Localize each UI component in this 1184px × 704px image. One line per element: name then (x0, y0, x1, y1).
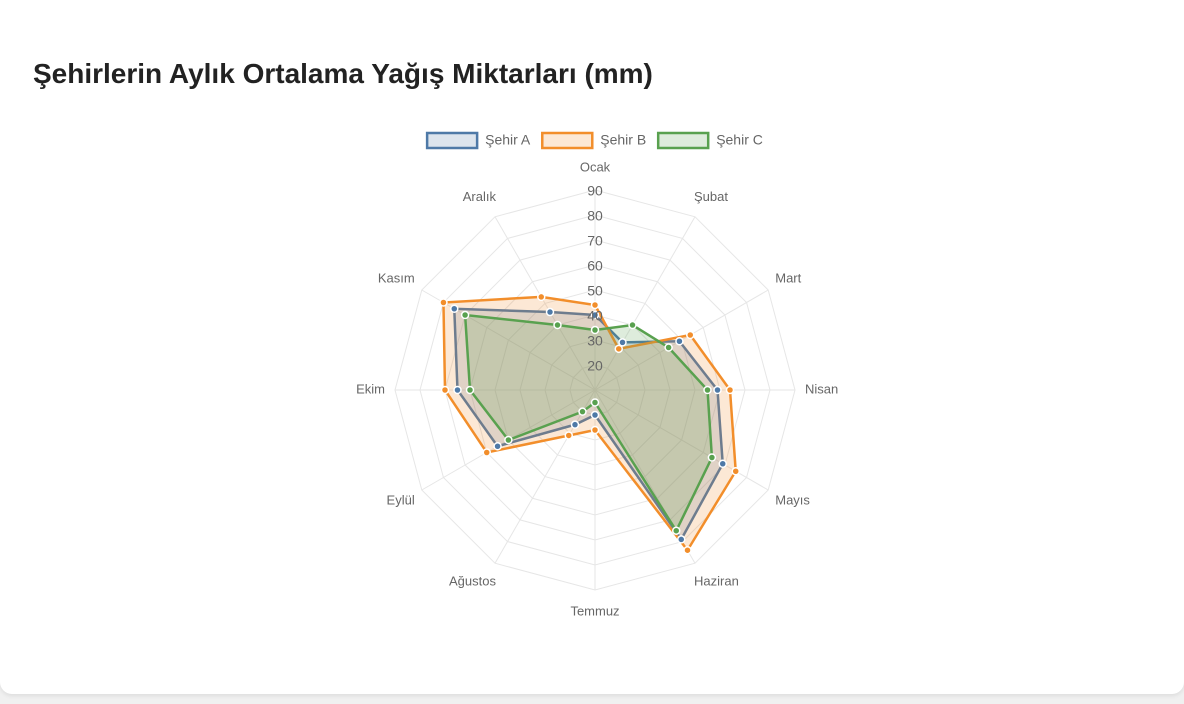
data-point (590, 300, 600, 310)
legend-label: Şehir A (485, 132, 531, 148)
axis-label: Ocak (580, 159, 611, 174)
spoke (494, 389, 596, 564)
data-point (707, 453, 717, 462)
data-point (677, 535, 686, 544)
legend-label: Şehir C (716, 132, 763, 148)
data-point (590, 325, 600, 335)
r-tick-label: 60 (587, 258, 603, 274)
data-point (672, 526, 681, 535)
data-point (664, 343, 673, 352)
data-point (686, 330, 695, 340)
data-point (590, 398, 600, 407)
data-point (439, 298, 448, 307)
data-point (493, 442, 502, 451)
legend-swatch (425, 131, 479, 150)
data-point (731, 467, 740, 476)
r-tick-label: 30 (587, 333, 603, 349)
data-point (718, 459, 727, 468)
r-tick-label: 40 (587, 308, 603, 324)
legend-swatch (656, 131, 710, 150)
data-point (590, 425, 600, 435)
axis-label: Ağustos (449, 574, 496, 589)
data-point (545, 307, 555, 317)
data-point (614, 344, 623, 354)
data-point (725, 385, 735, 395)
data-point (450, 304, 459, 313)
axis-label: Kasım (378, 270, 415, 285)
data-point (703, 385, 712, 395)
axis-label: Aralık (463, 189, 497, 204)
data-point (453, 385, 462, 395)
data-point (460, 310, 470, 320)
axis-label: Mayıs (775, 492, 810, 507)
spoke (594, 216, 696, 391)
legend: Şehir A Şehir B Şehir C (425, 131, 763, 150)
data-point (570, 420, 580, 429)
axis-label: Temmuz (570, 603, 619, 618)
data-point (482, 448, 491, 457)
axis-label: Mart (775, 270, 801, 285)
data-point (628, 320, 637, 330)
data-point (618, 338, 627, 347)
data-point (465, 385, 475, 395)
spoke (494, 216, 596, 391)
data-point (564, 431, 573, 440)
axis-label: Nisan (805, 381, 838, 396)
r-tick-label: 80 (587, 208, 603, 224)
axis-label: Haziran (694, 574, 739, 589)
legend-swatch (541, 131, 594, 150)
chart-title: Şehirlerin Aylık Ortalama Yağış Miktarla… (33, 58, 653, 89)
data-point (537, 292, 546, 302)
data-point (440, 385, 450, 395)
data-point (578, 407, 587, 416)
axis-label: Eylül (387, 492, 415, 507)
axis-label: Şubat (694, 189, 728, 204)
r-tick-label: 20 (587, 358, 603, 374)
r-tick-label: 70 (587, 233, 603, 249)
data-point (553, 320, 562, 330)
data-point (590, 310, 600, 320)
data-point (675, 337, 684, 346)
r-tick-label: 90 (587, 183, 603, 199)
data-point (683, 545, 692, 555)
data-point (504, 435, 513, 445)
axis-label: Ekim (356, 381, 385, 396)
data-point (590, 410, 600, 420)
data-point (713, 385, 722, 395)
legend-label: Şehir B (600, 132, 646, 148)
r-tick-label: 50 (587, 283, 603, 299)
